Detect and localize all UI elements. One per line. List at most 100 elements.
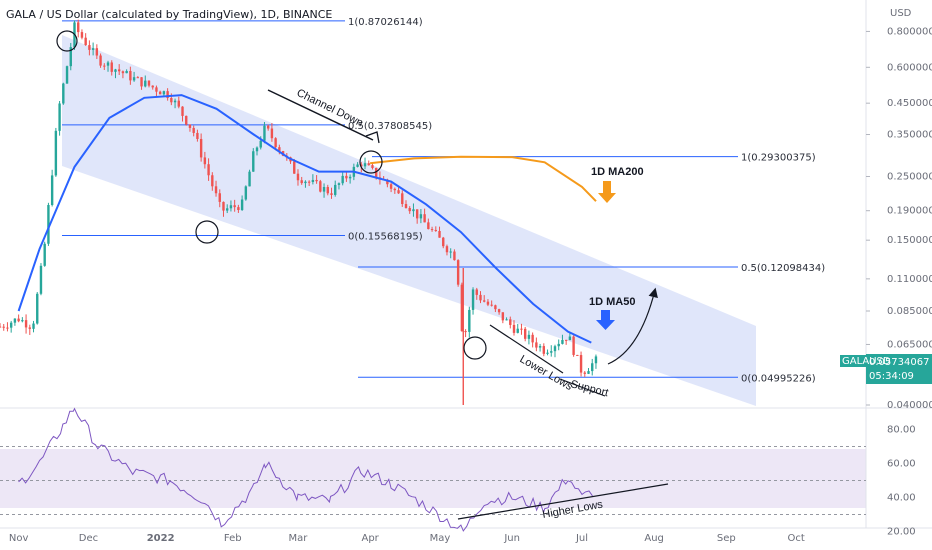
candle-body (54, 130, 58, 176)
candle-body (140, 77, 143, 87)
candle-body (337, 183, 341, 185)
candle-body (248, 171, 251, 187)
candle-body (0, 326, 2, 328)
candle-body (494, 305, 497, 310)
candle-body (348, 176, 352, 179)
moving-averages (17, 94, 597, 344)
fib-level-label: 1(0.87026144) (348, 17, 423, 28)
time-tick-label: Aug (644, 533, 664, 544)
candle-body (412, 209, 415, 212)
candle-body (404, 204, 408, 209)
candle-body (468, 309, 471, 332)
candle-body (110, 62, 113, 72)
channel-top-circle (359, 150, 383, 174)
fib-levels: 1(0.87026144) 0.5(0.37808545) 0(0.15568195… (62, 17, 825, 384)
candle-body (39, 265, 43, 294)
candle-body (304, 181, 307, 184)
candle-body (326, 187, 329, 194)
rsi-band (0, 449, 866, 508)
candle-body (445, 246, 449, 253)
top-circle (56, 30, 78, 52)
candle-body (576, 354, 579, 356)
candle-body (564, 339, 568, 341)
price-tick-label: 0.04000000 (887, 400, 932, 411)
candle-body (24, 320, 28, 328)
candle-body (464, 331, 467, 333)
candle-body (505, 319, 508, 321)
time-tick-label: Apr (361, 533, 379, 544)
axes: 0.80000000 0.60000000 0.45000000 0.35000000… (0, 26, 932, 544)
candle-body (270, 128, 274, 139)
candle-body (244, 186, 248, 200)
candle-body (531, 334, 534, 343)
time-tick-label: Jun (503, 533, 520, 544)
candle-body (490, 304, 493, 306)
candle-body (144, 80, 147, 87)
candle-body (177, 100, 180, 107)
candle-body (330, 193, 333, 195)
candle-body (296, 173, 300, 181)
countdown: 05:34:09 (869, 371, 914, 382)
candle-body (80, 32, 84, 38)
candle-body (319, 181, 322, 192)
candle-body (151, 85, 154, 88)
candle-body (393, 188, 397, 191)
candle-body (516, 328, 519, 333)
candle-body (512, 324, 516, 333)
candle-body (117, 69, 121, 72)
candle-body (255, 147, 259, 152)
last-price-tag (866, 354, 932, 384)
candle-body (47, 204, 50, 244)
candle-body (449, 251, 452, 253)
candle-body (91, 48, 95, 50)
candle-body (62, 83, 65, 104)
fib-level-label: 0(0.04995226) (741, 373, 816, 384)
candle-body (162, 91, 166, 95)
time-tick-label: Oct (788, 533, 805, 544)
candle-body (434, 229, 437, 231)
candle-body (523, 328, 527, 339)
time-tick-label: Mar (289, 533, 309, 544)
low-circle (463, 336, 487, 360)
candle-body (77, 22, 80, 33)
candle-body (240, 199, 244, 210)
candle-body (371, 165, 374, 168)
candle-body (587, 371, 590, 374)
candle-body (181, 106, 184, 116)
candle-body (32, 323, 35, 329)
time-tick-label: 2022 (147, 533, 175, 544)
candle-body (408, 208, 411, 212)
candle-body (36, 293, 39, 324)
candle-body (423, 214, 426, 223)
projection-curve (607, 287, 658, 365)
price-tick-label: 0.80000000 (887, 26, 932, 37)
chart-title: GALA / US Dollar (calculated by TradingV… (6, 8, 332, 21)
candle-body (475, 289, 478, 295)
candle-body (103, 65, 106, 67)
candle-body (497, 309, 501, 313)
candle-body (233, 205, 236, 208)
candle-body (95, 48, 99, 56)
candle-body (170, 98, 173, 103)
candle-body (17, 318, 20, 322)
candle-body (99, 55, 102, 66)
price-tick-label: 0.19000000 (887, 206, 932, 217)
candle-body (538, 346, 542, 348)
candle-body (121, 71, 125, 74)
candle-body (479, 294, 482, 301)
last-price-value: 0.05734067 (869, 357, 929, 368)
candle-body (211, 175, 214, 187)
candle-body (192, 127, 195, 133)
candle-body (274, 138, 277, 148)
ma200-down-arrow (598, 181, 616, 203)
candle-body (222, 201, 225, 211)
candle-body (28, 327, 31, 329)
candle-body (300, 180, 303, 184)
candle-body (542, 346, 546, 354)
candle-body (43, 243, 46, 266)
ma200-label: 1D MA200 (591, 166, 644, 178)
candle-body (218, 193, 221, 202)
candle-body (527, 334, 531, 339)
candle-body (483, 300, 486, 302)
